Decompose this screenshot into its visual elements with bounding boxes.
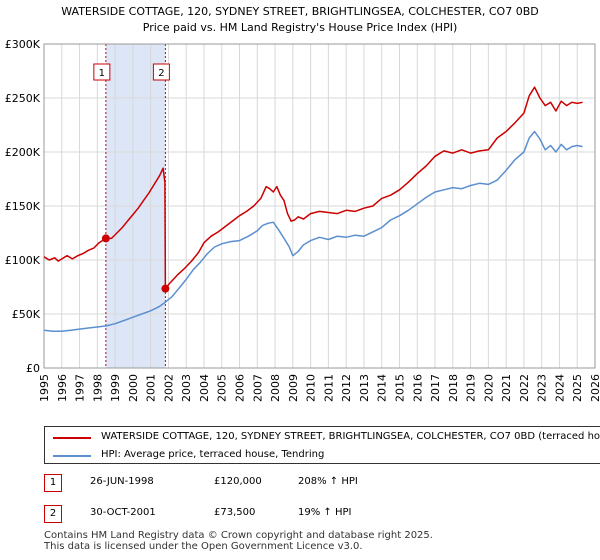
chart-subtitle: Price paid vs. HM Land Registry's House … [143,21,458,34]
x-tick-label-2022: 2022 [518,374,531,402]
x-tick-label-2021: 2021 [500,374,513,402]
transaction-1-price: £120,000 [214,476,262,487]
hpi-line-swatch [53,455,91,457]
x-tick-label-2018: 2018 [447,374,460,402]
transaction-2-date: 30-OCT-2001 [90,507,156,518]
legend-hpi-label: HPI: Average price, terraced house, Tend… [101,449,325,460]
property-price-line [43,86,583,290]
transaction-1-date: 26-JUN-1998 [90,476,154,487]
property-line-swatch [53,437,91,439]
x-tick-label-2014: 2014 [376,374,389,402]
transaction-row-2: 2 30-OCT-2001 £73,500 19% ↑ HPI [44,505,444,525]
transaction-2-number: 2 [44,505,62,523]
x-tick-label-2025: 2025 [571,374,584,402]
hpi-line [43,130,583,333]
y-tick-label-300000: £300K [5,38,41,51]
x-tick-label-2023: 2023 [536,374,549,402]
sale-2-label: 2 [158,68,164,79]
x-tick-label-2015: 2015 [393,374,406,402]
transaction-2-price: £73,500 [214,507,256,518]
x-tick-label-2011: 2011 [322,374,335,402]
transaction-1-hpi: 208% ↑ HPI [298,476,358,487]
x-tick-label-2000: 2000 [127,374,140,402]
sale-2-label-box [152,63,170,81]
x-tick-label-1998: 1998 [91,374,104,402]
x-tick-label-2024: 2024 [553,374,566,402]
x-tick-label-2001: 2001 [145,374,158,402]
sale-1-label-box [93,63,111,81]
x-tick-label-2002: 2002 [162,374,175,402]
y-tick-label-50000: £50K [12,308,41,321]
x-tick-label-2005: 2005 [216,374,229,402]
sale-1-label: 1 [99,68,105,79]
sale-1-point [101,234,110,243]
y-tick-label-150000: £150K [5,200,41,213]
transaction-2-hpi: 19% ↑ HPI [298,507,352,518]
x-tick-label-2009: 2009 [287,374,300,402]
x-tick-label-1996: 1996 [56,374,69,402]
x-tick-label-2003: 2003 [180,374,193,402]
legend-property-label: WATERSIDE COTTAGE, 120, SYDNEY STREET, B… [101,431,600,442]
x-tick-label-2020: 2020 [482,374,495,402]
legend-item-property: WATERSIDE COTTAGE, 120, SYDNEY STREET, B… [45,429,600,447]
x-tick-label-2012: 2012 [340,374,353,402]
y-tick-label-0: £0 [26,362,40,375]
x-tick-label-2016: 2016 [411,374,424,402]
footer-copyright: Contains HM Land Registry data © Crown c… [44,530,433,541]
transaction-1-number: 1 [44,474,62,492]
x-tick-label-2007: 2007 [251,374,264,402]
y-tick-label-100000: £100K [5,254,41,267]
x-tick-label-2006: 2006 [234,374,247,402]
x-tick-label-2010: 2010 [305,374,318,402]
plot-frame [43,43,596,369]
y-tick-label-200000: £200K [5,146,41,159]
x-tick-label-2019: 2019 [465,374,478,402]
legend-item-hpi: HPI: Average price, terraced house, Tend… [45,447,600,463]
x-tick-label-2013: 2013 [358,374,371,402]
x-tick-label-1999: 1999 [109,374,122,402]
footer: Contains HM Land Registry data © Crown c… [44,530,433,552]
chart-title: WATERSIDE COTTAGE, 120, SYDNEY STREET, B… [61,5,538,18]
x-tick-label-1997: 1997 [74,374,87,402]
sale-2-point [161,284,170,293]
x-tick-label-2017: 2017 [429,374,442,402]
legend: WATERSIDE COTTAGE, 120, SYDNEY STREET, B… [44,426,600,464]
x-tick-label-2004: 2004 [198,374,211,402]
transaction-row-1: 1 26-JUN-1998 £120,000 208% ↑ HPI [44,474,444,494]
x-tick-label-2008: 2008 [269,374,282,402]
y-tick-label-250000: £250K [5,92,41,105]
footer-licence: This data is licensed under the Open Gov… [44,541,363,552]
price-chart: WATERSIDE COTTAGE, 120, SYDNEY STREET, B… [5,5,600,402]
x-tick-label-2026: 2026 [589,374,600,402]
x-tick-label-1995: 1995 [38,374,51,402]
